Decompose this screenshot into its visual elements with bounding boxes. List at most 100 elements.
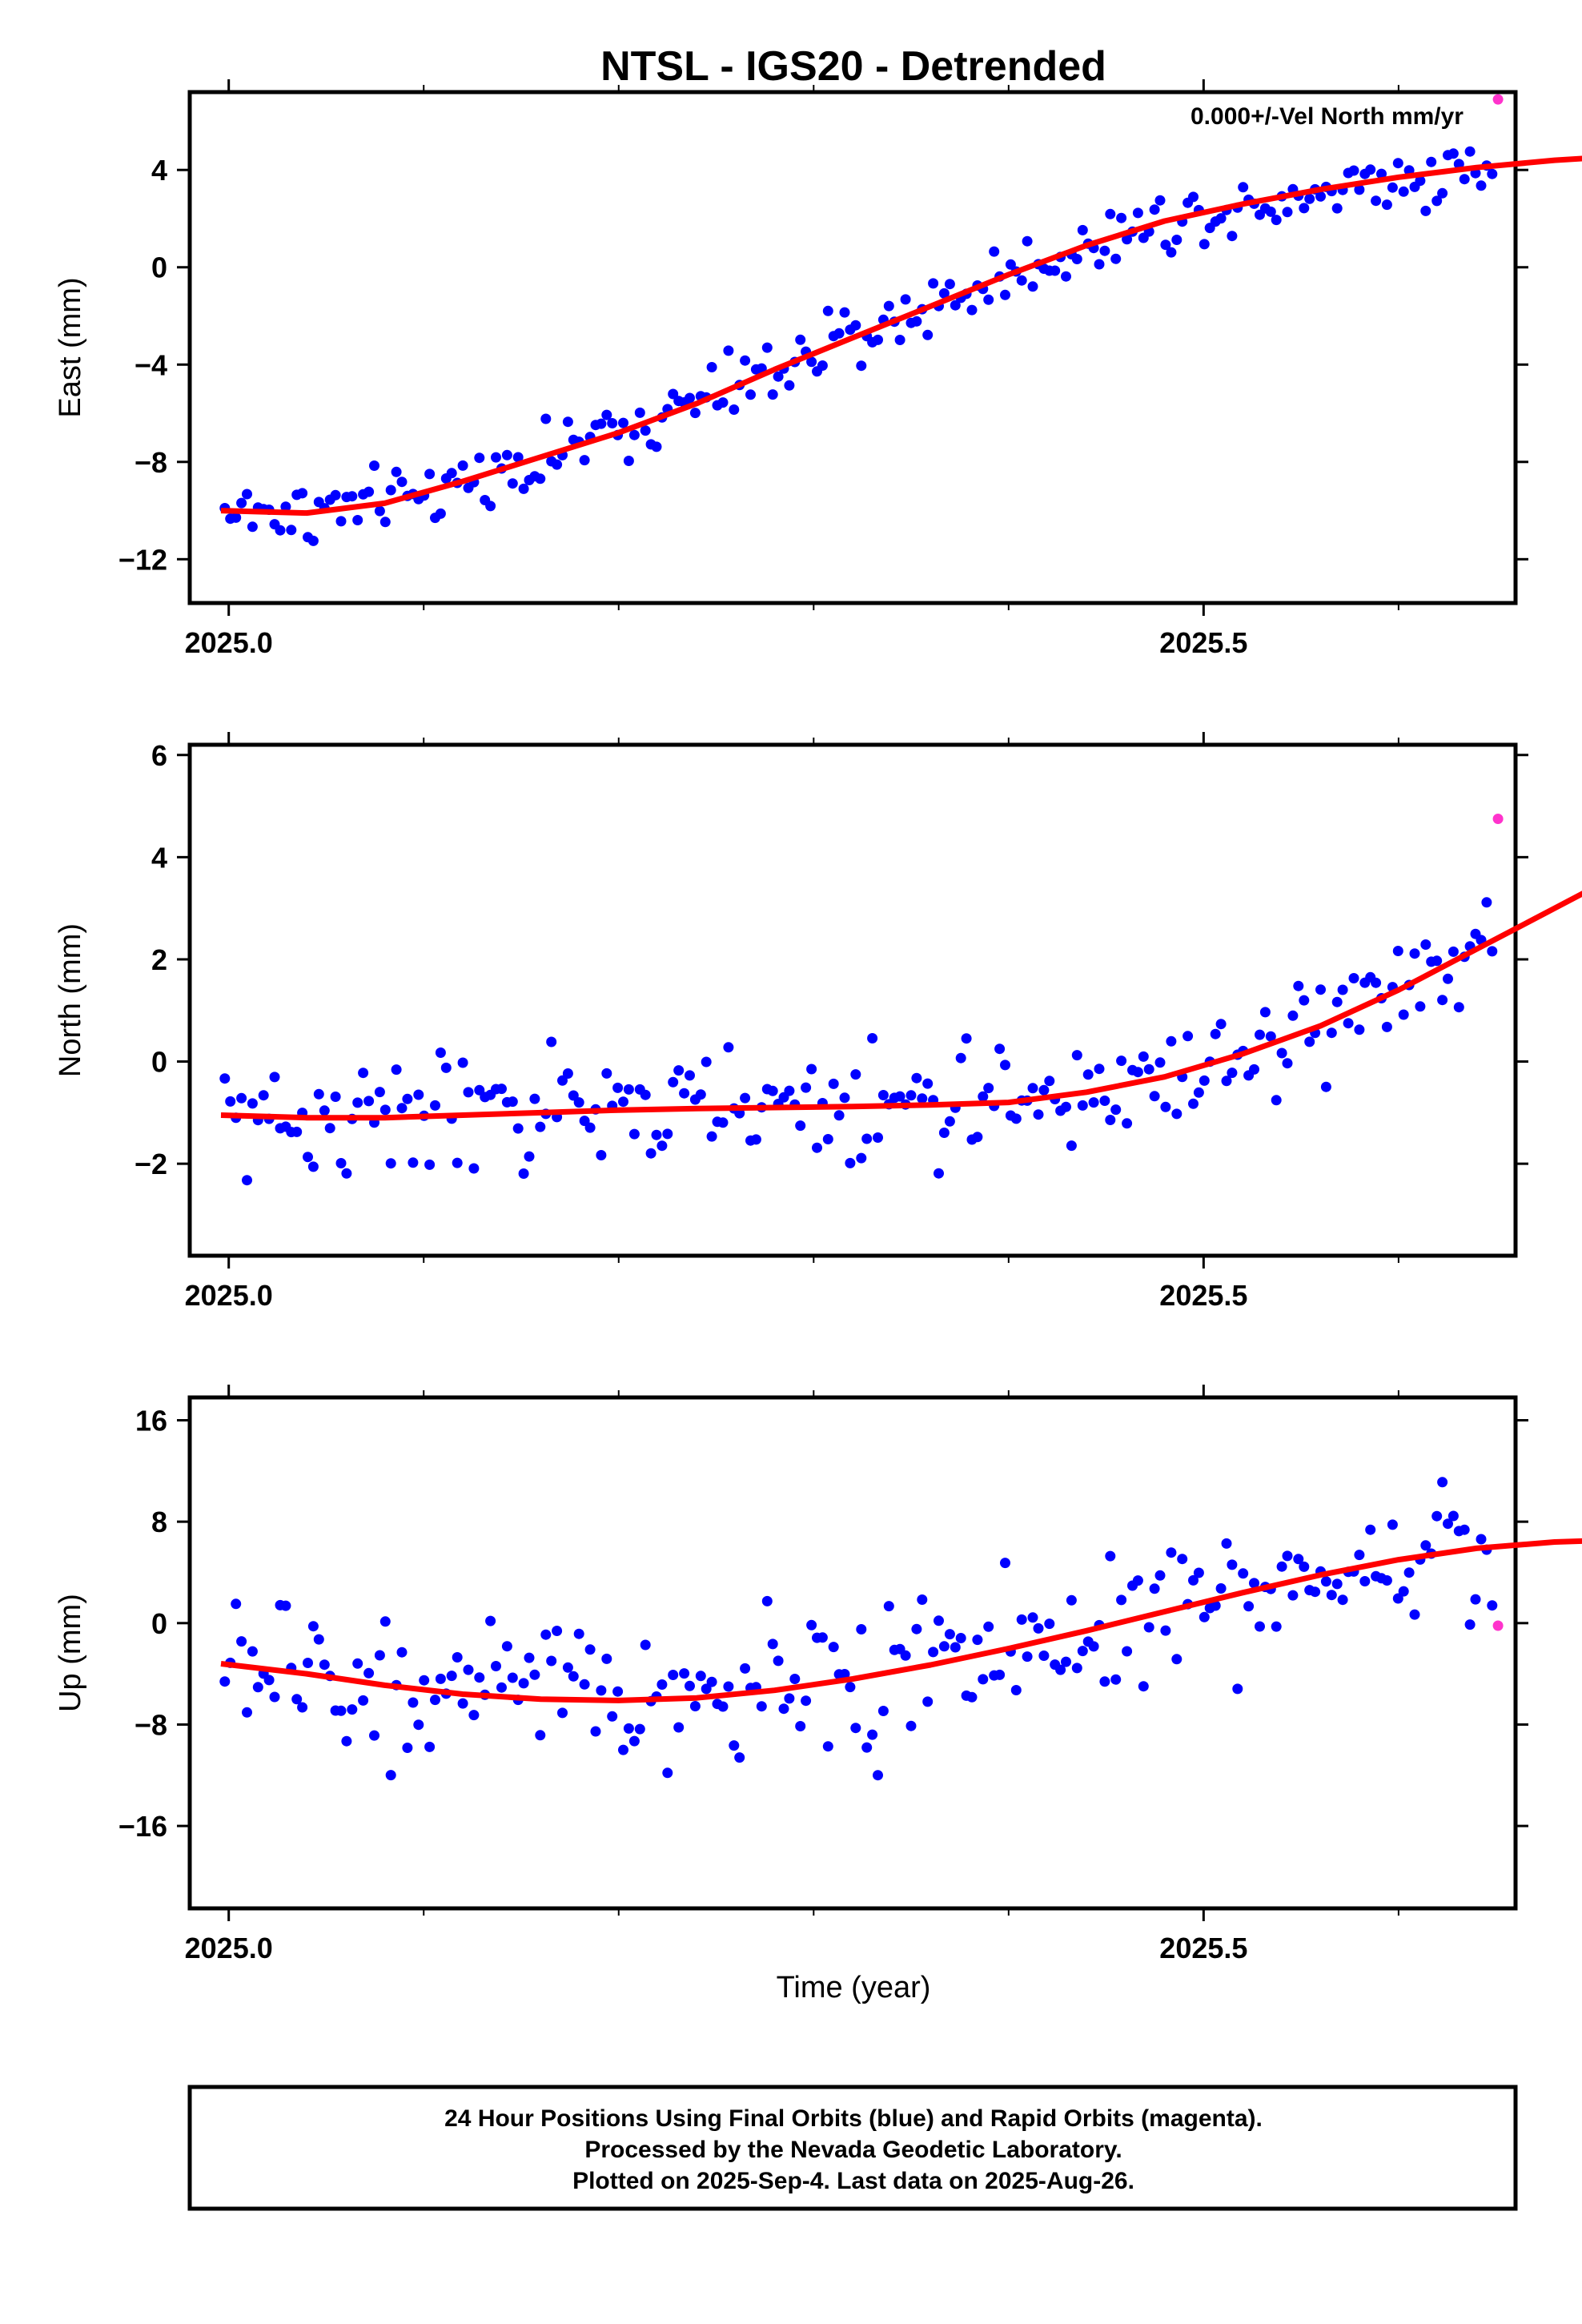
data-point-final xyxy=(1299,1561,1310,1572)
data-point-final xyxy=(877,1090,889,1100)
data-point-final xyxy=(989,246,1000,257)
data-point-final xyxy=(452,1157,463,1168)
data-point-final xyxy=(231,1598,242,1610)
data-point-final xyxy=(297,1702,308,1713)
data-point-final xyxy=(1050,265,1061,276)
data-point-final xyxy=(1160,1101,1171,1112)
data-point-final xyxy=(1188,1574,1199,1586)
data-point-final xyxy=(845,1682,856,1693)
data-point-final xyxy=(1171,1108,1182,1120)
data-point-final xyxy=(1055,1664,1066,1675)
data-point-final xyxy=(535,1121,546,1132)
data-point-final xyxy=(645,1148,656,1159)
data-point-final xyxy=(1447,148,1459,159)
data-point-final xyxy=(966,1691,978,1703)
data-point-final xyxy=(1470,1594,1481,1605)
data-point-final xyxy=(828,1078,839,1089)
data-point-final xyxy=(812,1142,822,1153)
data-point-final xyxy=(446,1671,457,1682)
panel-frame-0 xyxy=(187,90,1518,605)
data-point-final xyxy=(1149,204,1160,215)
data-point-final xyxy=(994,1669,1006,1680)
data-point-final xyxy=(922,1078,934,1089)
data-point-final xyxy=(1287,1590,1299,1601)
x-tick-label: 2025.5 xyxy=(1159,1279,1247,1312)
data-point-final xyxy=(573,1097,584,1108)
footer-line: Processed by the Nevada Geodetic Laborat… xyxy=(584,2137,1122,2163)
data-point-final xyxy=(1099,1676,1110,1687)
data-point-final xyxy=(435,508,446,519)
data-point-final xyxy=(1315,191,1326,202)
data-point-final xyxy=(1376,168,1387,179)
data-point-final xyxy=(994,1043,1006,1055)
data-point-final xyxy=(1027,1612,1038,1623)
data-point-final xyxy=(219,1676,231,1687)
data-point-final xyxy=(552,459,563,470)
data-point-final xyxy=(1066,1140,1077,1152)
data-point-final xyxy=(507,1096,518,1108)
x-axis-label: Time (year) xyxy=(777,1971,931,2004)
data-point-final xyxy=(518,483,529,494)
data-point-final xyxy=(1099,245,1110,256)
data-point-final xyxy=(1420,205,1431,216)
data-point-final xyxy=(247,1646,258,1657)
data-point-final xyxy=(396,476,408,488)
data-point-final xyxy=(628,1128,640,1140)
data-point-final xyxy=(983,1621,994,1632)
data-point-final xyxy=(1453,1002,1464,1013)
data-point-final xyxy=(313,1634,324,1645)
data-point-final xyxy=(1227,1559,1238,1570)
data-point-final xyxy=(856,360,867,372)
footer-line: Plotted on 2025-Sep-4. Last data on 2025… xyxy=(572,2168,1134,2194)
data-point-final xyxy=(341,1735,352,1747)
y-tick-label: 0 xyxy=(151,1607,167,1640)
data-point-final xyxy=(1326,1590,1337,1601)
data-point-final xyxy=(275,525,286,536)
y-axis-label: North (mm) xyxy=(54,923,87,1077)
data-point-final xyxy=(628,429,640,440)
data-point-final xyxy=(1464,146,1476,157)
data-point-final xyxy=(524,1652,535,1663)
data-point-final xyxy=(1000,1059,1010,1071)
data-point-final xyxy=(673,1722,685,1733)
data-point-final xyxy=(1171,235,1182,245)
data-point-final xyxy=(1310,1586,1321,1598)
data-point-final xyxy=(717,1701,729,1712)
data-point-final xyxy=(1154,1570,1166,1581)
data-point-final xyxy=(363,1096,375,1107)
data-point-final xyxy=(568,1671,579,1682)
data-point-final xyxy=(1447,946,1459,957)
data-point-final xyxy=(385,485,396,496)
data-point-final xyxy=(1431,955,1443,967)
panel-frame-1 xyxy=(187,742,1518,1258)
data-point-final xyxy=(457,1057,468,1068)
data-point-final xyxy=(784,380,795,391)
data-point-final xyxy=(1116,1055,1127,1067)
y-tick-label: 6 xyxy=(151,739,167,772)
data-point-final xyxy=(1276,1047,1287,1059)
data-point-final xyxy=(579,455,590,466)
data-point-final xyxy=(640,1089,651,1100)
data-point-final xyxy=(1166,1547,1177,1558)
data-point-final xyxy=(424,468,436,480)
data-point-final xyxy=(822,1741,833,1752)
data-point-final xyxy=(1381,1021,1392,1032)
data-point-final xyxy=(1387,1519,1398,1530)
data-point-final xyxy=(596,1685,607,1696)
data-point-final xyxy=(402,1743,413,1753)
data-point-final xyxy=(1182,1031,1194,1042)
data-point-final xyxy=(408,1697,419,1708)
data-point-final xyxy=(363,1667,375,1679)
data-point-final xyxy=(1105,208,1116,219)
data-point-final xyxy=(446,468,457,479)
data-point-final xyxy=(435,1047,446,1058)
data-point-final xyxy=(1160,1625,1171,1636)
data-point-final xyxy=(307,1621,319,1632)
data-point-final xyxy=(623,1084,634,1095)
data-point-final xyxy=(1354,1550,1365,1561)
data-point-final xyxy=(1387,182,1398,193)
data-point-final xyxy=(335,516,347,527)
data-point-final xyxy=(740,1092,751,1104)
data-point-final xyxy=(313,1088,324,1100)
data-point-final xyxy=(1348,165,1359,176)
